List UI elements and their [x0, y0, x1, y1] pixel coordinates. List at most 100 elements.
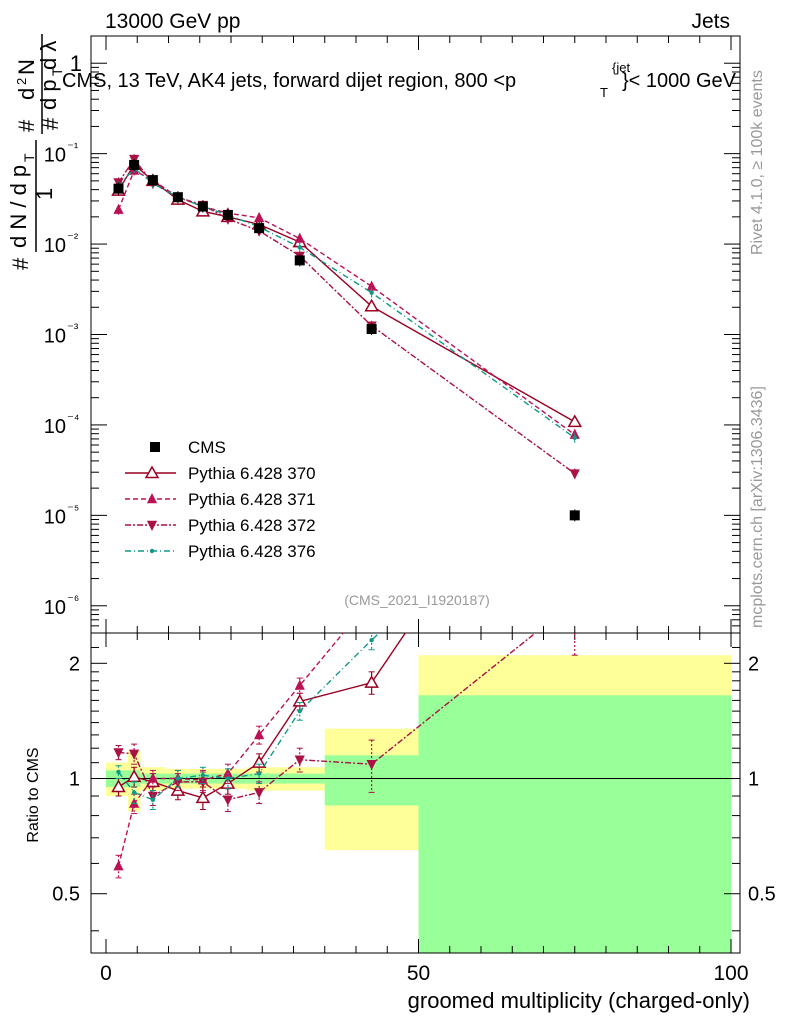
legend-entry: Pythia 6.428 371: [125, 490, 316, 509]
y-tick-label-ratio-right: 1: [748, 769, 759, 791]
ratio-point: [570, 597, 580, 607]
ratio-point: [131, 790, 137, 795]
series-line: [117, 157, 576, 475]
svg-text:T: T: [49, 67, 65, 76]
y-tick-label-exponent: ⁻²: [67, 230, 79, 245]
ratio-point: [297, 708, 302, 714]
svg-text:d: d: [14, 88, 39, 100]
ratio-point: [113, 748, 124, 759]
svg-text:#: #: [14, 119, 39, 132]
y-tick-label-main: 10 ⁻¹: [44, 140, 79, 167]
y-tick-label-text: 10: [44, 235, 66, 257]
mcplots-reference-label: mcplots.cern.ch [arXiv:1306.3436]: [749, 386, 766, 628]
x-tick-label: 100: [713, 962, 748, 985]
ratio-point: [294, 755, 305, 766]
series-line: [117, 167, 576, 439]
ratio-point: [292, 693, 308, 707]
series-point: [294, 232, 305, 243]
y-tick-label-text: 10: [44, 416, 66, 438]
main-series-group: [111, 154, 583, 522]
ratio-point: [366, 759, 377, 771]
series-point: [113, 203, 124, 214]
y-tick-label-exponent: ⁻³: [67, 321, 79, 336]
series-point: [572, 435, 577, 441]
ratio-point: [254, 728, 265, 740]
y-tick-label-exponent: ⁻⁵: [67, 501, 79, 516]
svg-text:d p: d p: [36, 79, 61, 110]
y-tick-label-exponent: ⁻⁶: [67, 592, 79, 607]
data-point: [197, 201, 208, 212]
ratio-point: [222, 795, 233, 806]
x-axis-label: groomed multiplicity (charged-only): [408, 988, 750, 1013]
chart-title: CMS, 13 TeV, AK4 jets, forward dijet reg…: [62, 60, 737, 100]
x-tick-label: 50: [407, 962, 430, 985]
svg-text:d N / d p: d N / d p: [6, 165, 31, 248]
legend: CMS Pythia 6.428 370 Pythia 6.428 371 Pythi…: [125, 438, 316, 561]
y-tick-label-main: 10 ⁻³: [44, 321, 79, 348]
legend-marker: [150, 442, 160, 452]
y-tick-label-ratio-right: 2: [748, 653, 759, 675]
ratio-point: [116, 769, 121, 775]
y-tick-label-exponent: ⁻⁴: [67, 411, 79, 426]
analysis-tag: (CMS_2021_I1920187): [344, 592, 490, 608]
series-line: [117, 169, 576, 436]
rivet-version-label: Rivet 4.1.0, ≥ 100k events: [749, 70, 766, 255]
y-tick-label-main: 1: [70, 51, 82, 76]
legend-marker: [144, 465, 160, 479]
ratio-point: [256, 771, 262, 776]
y-tick-label-main: 10 ⁻⁵: [44, 501, 80, 528]
ratio-point: [364, 675, 379, 688]
ratio-point: [200, 773, 206, 778]
svg-text:1: 1: [32, 188, 57, 200]
legend-marker: [146, 520, 158, 531]
series-point: [567, 414, 583, 428]
legend-label: Pythia 6.428 376: [188, 542, 316, 561]
y-tick-label-text: 10: [44, 145, 66, 167]
ratio-point: [147, 791, 158, 803]
legend-entry: Pythia 6.428 376: [125, 542, 316, 561]
x-tick-labels: 0 50 100: [100, 962, 748, 985]
ratio-point: [369, 637, 374, 643]
data-point: [254, 223, 265, 234]
data-point: [129, 159, 140, 170]
y-tick-label-ratio: 0.5: [52, 884, 80, 906]
series-pythia-6428-376: [116, 163, 577, 443]
ratio-point: [126, 769, 142, 783]
series-point: [364, 298, 379, 312]
title-subscript: T: [600, 85, 608, 100]
ratio-point: [195, 790, 211, 804]
series-point: [366, 280, 377, 291]
ratio-series-pythia-6428-372: [113, 597, 580, 812]
uncertainty-bands: [106, 655, 731, 953]
ratio-point: [175, 776, 181, 781]
y-tick-labels-ratio: 0.5 0.5 1 1 2 2: [52, 653, 776, 905]
y-tick-label-text: 1: [70, 51, 82, 76]
title-text: CMS, 13 TeV, AK4 jets, forward dijet reg…: [62, 70, 516, 92]
ratio-line: [117, 633, 345, 867]
y-axis-label-main: # d N / d p T 1 # d p T d λ d 2 N #: [6, 34, 65, 270]
ratio-point: [197, 777, 208, 788]
data-point: [569, 510, 580, 521]
ratio-point: [254, 788, 265, 799]
ratio-point: [225, 776, 231, 781]
series-point: [569, 469, 580, 480]
ratio-line: [117, 633, 381, 801]
ratio-point: [573, 448, 577, 452]
series-line: [117, 163, 576, 423]
ratio-series-pythia-6428-376: [115, 448, 577, 810]
legend-label: CMS: [188, 438, 226, 457]
legend-entry: Pythia 6.428 370: [125, 464, 316, 483]
stat-uncertainty-band: [418, 695, 731, 953]
legend-label: Pythia 6.428 371: [188, 490, 316, 509]
x-tick-label: 0: [100, 962, 112, 985]
y-tick-label-text: 10: [44, 506, 66, 528]
ratio-series-group: [111, 377, 581, 879]
series-point: [254, 211, 265, 223]
data-point: [366, 324, 377, 335]
y-axis-label-ratio: Ratio to CMS: [25, 747, 42, 842]
title-tail: }< 1000 GeV: [622, 70, 737, 92]
y-tick-label-main: 10 ⁻⁶: [44, 592, 79, 619]
ratio-point: [569, 377, 581, 388]
legend-label: Pythia 6.428 370: [188, 464, 316, 483]
